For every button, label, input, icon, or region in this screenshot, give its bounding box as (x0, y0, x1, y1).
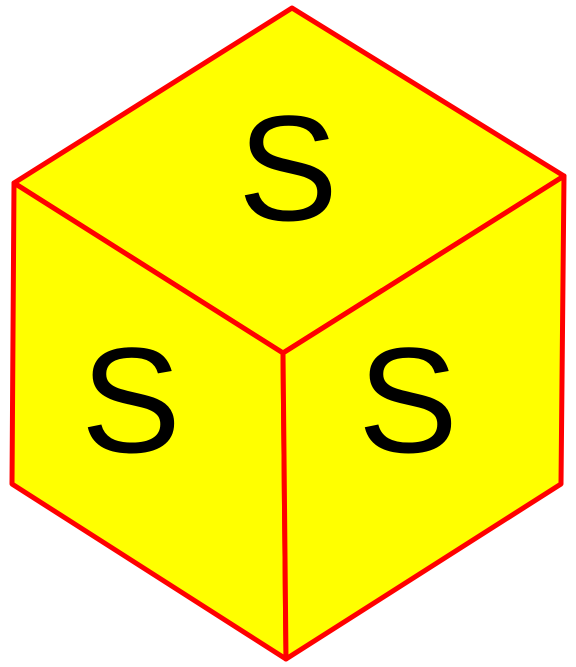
top-face-letter: S (238, 84, 338, 252)
right-face-letter: S (358, 316, 458, 484)
cube-right-face (280, 173, 567, 662)
left-face-letter: S (81, 316, 181, 484)
